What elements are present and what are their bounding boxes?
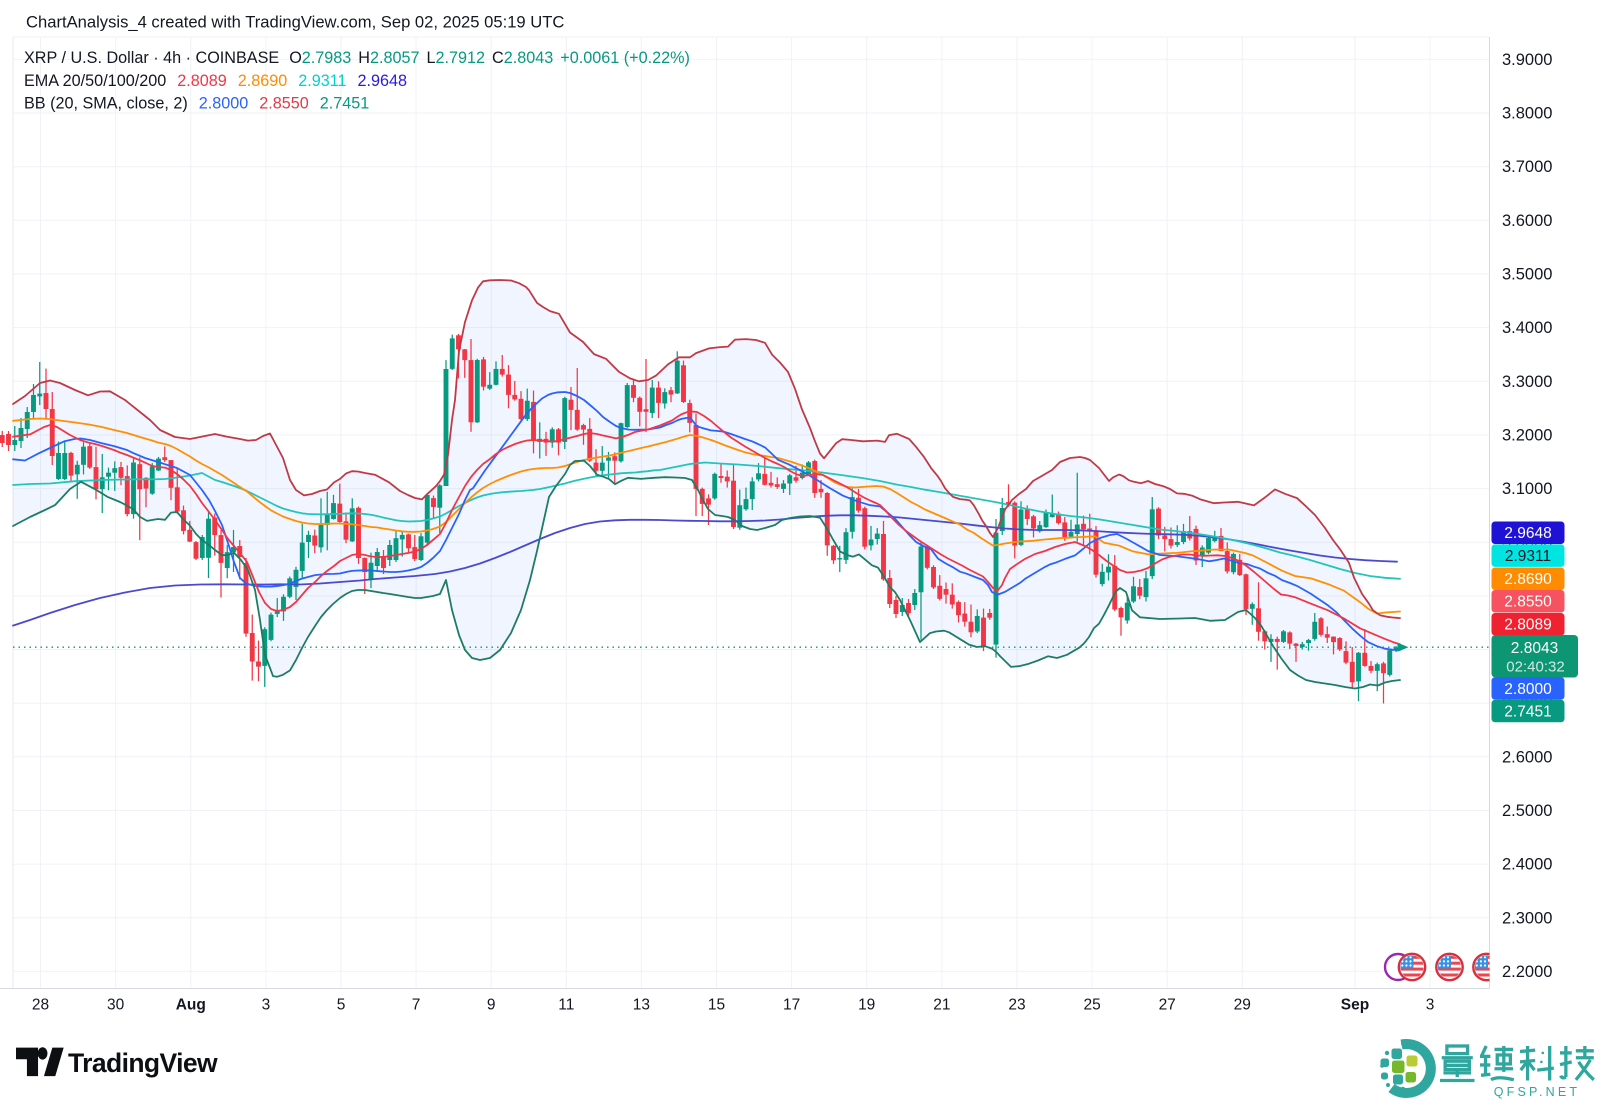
svg-text:3.3000: 3.3000 — [1502, 373, 1552, 391]
svg-text:3.2000: 3.2000 — [1502, 426, 1552, 444]
svg-text:2.4000: 2.4000 — [1502, 856, 1552, 874]
svg-text:19: 19 — [858, 997, 875, 1014]
svg-text:Aug: Aug — [176, 997, 206, 1014]
svg-text:2.9311: 2.9311 — [1505, 548, 1551, 565]
svg-text:2.7451: 2.7451 — [1504, 703, 1551, 720]
svg-text:ChartAnalysis_4 created with T: ChartAnalysis_4 created with TradingView… — [26, 13, 564, 32]
svg-text:25: 25 — [1083, 997, 1100, 1014]
svg-text:2.8089: 2.8089 — [1504, 617, 1551, 634]
svg-text:30: 30 — [107, 997, 125, 1014]
svg-text:3.9000: 3.9000 — [1502, 51, 1552, 69]
svg-text:2.8550: 2.8550 — [1504, 594, 1552, 611]
svg-text:2.6000: 2.6000 — [1502, 748, 1552, 766]
svg-text:2.8690: 2.8690 — [1504, 571, 1552, 588]
svg-text:3: 3 — [262, 997, 271, 1014]
svg-text:11: 11 — [558, 997, 574, 1014]
svg-text:17: 17 — [783, 997, 800, 1014]
svg-text:2.8000: 2.8000 — [1504, 681, 1552, 698]
svg-text:3.7000: 3.7000 — [1502, 158, 1552, 176]
svg-text:2.8043: 2.8043 — [1511, 640, 1558, 657]
svg-text:TradingView: TradingView — [68, 1048, 218, 1078]
svg-text:27: 27 — [1159, 997, 1176, 1014]
svg-text:9: 9 — [487, 997, 496, 1014]
svg-text:28: 28 — [32, 997, 49, 1014]
svg-text:2.2000: 2.2000 — [1502, 963, 1552, 981]
svg-text:2.9648: 2.9648 — [1504, 525, 1551, 542]
svg-text:29: 29 — [1234, 997, 1251, 1014]
svg-text:3: 3 — [1426, 997, 1435, 1014]
svg-text:Sep: Sep — [1341, 997, 1369, 1014]
svg-text:2.5000: 2.5000 — [1502, 802, 1552, 820]
svg-text:2.3000: 2.3000 — [1502, 909, 1552, 927]
svg-text:QFSP.NET: QFSP.NET — [1494, 1085, 1581, 1099]
svg-text:15: 15 — [708, 997, 725, 1014]
svg-text:3.4000: 3.4000 — [1502, 319, 1552, 337]
svg-text:3.8000: 3.8000 — [1502, 105, 1552, 123]
svg-text:7: 7 — [412, 997, 421, 1014]
svg-text:3.1000: 3.1000 — [1502, 480, 1552, 498]
svg-text:21: 21 — [933, 997, 950, 1014]
svg-text:02:40:32: 02:40:32 — [1506, 659, 1564, 676]
svg-text:3.6000: 3.6000 — [1502, 212, 1552, 230]
svg-text:13: 13 — [633, 997, 650, 1014]
svg-text:3.5000: 3.5000 — [1502, 266, 1552, 284]
svg-text:5: 5 — [337, 997, 346, 1014]
svg-text:23: 23 — [1008, 997, 1025, 1014]
